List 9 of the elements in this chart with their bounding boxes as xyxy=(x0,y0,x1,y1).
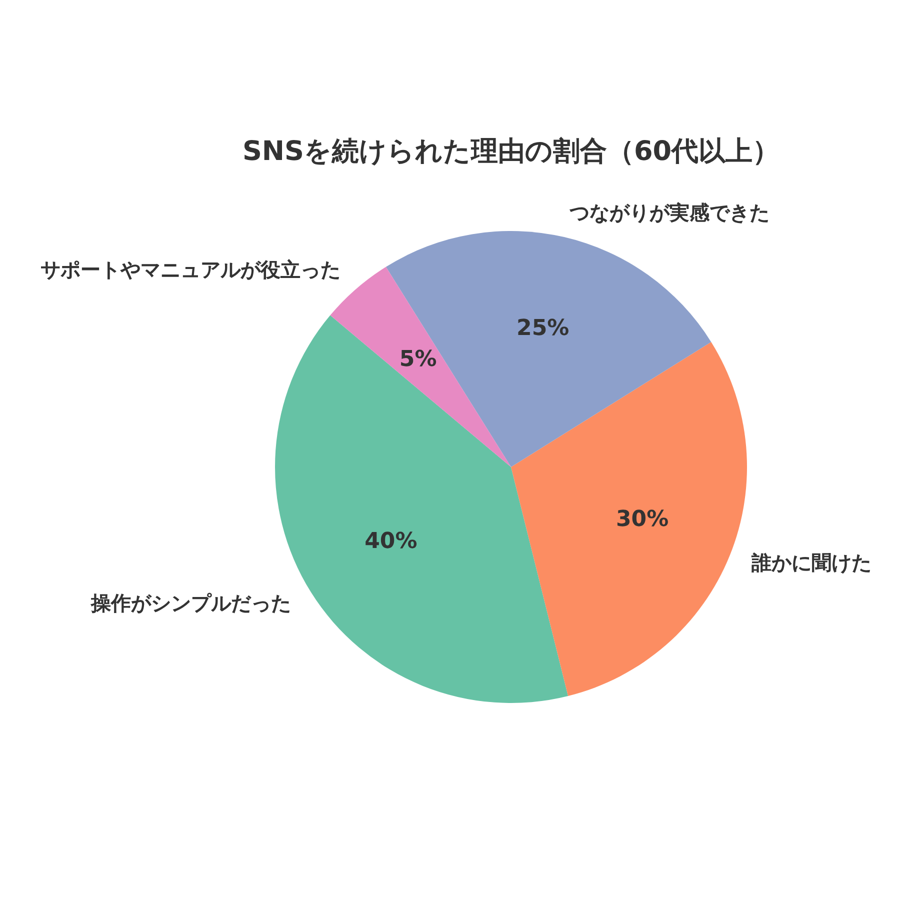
slice-label: 操作がシンプルだった xyxy=(90,591,291,616)
slice-label: サポートやマニュアルが役立った xyxy=(40,258,341,282)
data-label: 40% xyxy=(364,529,418,554)
data-label: 5% xyxy=(399,347,437,372)
data-label: 25% xyxy=(516,316,570,342)
slice-label: 誰かに聞けた xyxy=(750,550,872,575)
data-label: 30% xyxy=(616,507,669,532)
slice-label: つながりが実感できた xyxy=(569,200,770,225)
chart-title: SNSを続けられた理由の割合（60代以上） xyxy=(242,136,780,167)
